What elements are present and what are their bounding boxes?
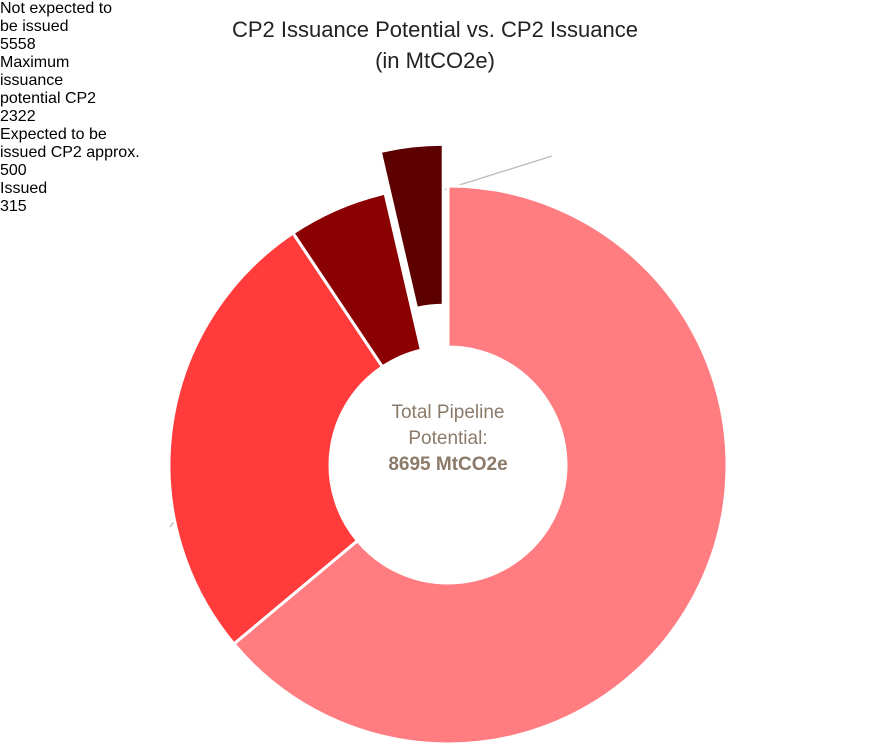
category-label: Maximum issuance potential CP2 bbox=[0, 54, 97, 107]
slice-label: Expected to be issued CP2 approx. 500 bbox=[0, 126, 870, 180]
donut-slice bbox=[167, 230, 385, 647]
center-value: 8695 MtCO2e bbox=[388, 454, 508, 475]
chart-title: CP2 Issuance Potential vs. CP2 Issuance bbox=[232, 17, 638, 42]
donut-slice bbox=[378, 142, 445, 311]
category-label: Issued bbox=[0, 180, 48, 197]
value-label: 2322 bbox=[0, 108, 36, 125]
slice-label: Not expected to be issued 5558 bbox=[0, 0, 870, 54]
center-text: Total Pipeline Potential: 8695 MtCO2e bbox=[378, 400, 518, 478]
value-label: 500 bbox=[0, 162, 27, 179]
category-label: Expected to be issued CP2 approx. bbox=[0, 126, 140, 161]
donut-slice bbox=[231, 184, 729, 744]
value-label: 315 bbox=[0, 198, 27, 215]
center-label: Total Pipeline Potential: bbox=[391, 402, 505, 449]
donut-slice bbox=[290, 191, 424, 369]
chart-subtitle: (in MtCO2e) bbox=[375, 48, 495, 73]
category-label: Not expected to be issued bbox=[0, 0, 113, 35]
value-label: 5558 bbox=[0, 36, 36, 53]
slice-label: Issued 315 bbox=[0, 180, 870, 216]
slice-label: Maximum issuance potential CP2 2322 bbox=[0, 54, 870, 126]
